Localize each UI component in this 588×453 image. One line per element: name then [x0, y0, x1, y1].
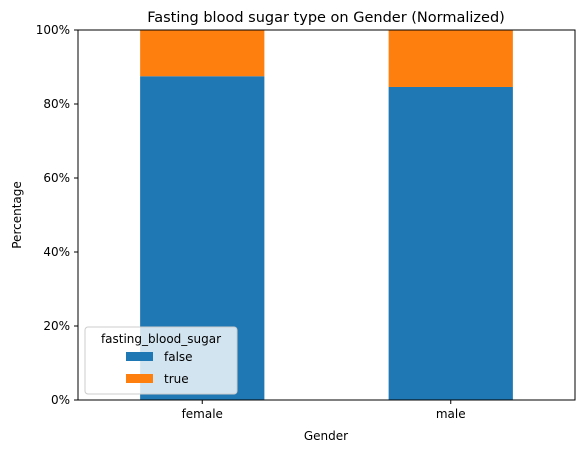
y-tick-label: 80%: [43, 97, 70, 111]
x-tick-label-male: male: [436, 407, 466, 421]
y-tick-label: 60%: [43, 171, 70, 185]
plot-frame: [77, 29, 576, 401]
bars-group: [140, 30, 513, 400]
bar-male-true: [388, 30, 513, 87]
legend: fasting_blood_sugar false true: [84, 326, 238, 395]
legend-box: [84, 326, 238, 395]
y-tick-label: 100%: [36, 23, 70, 37]
x-axis: female male: [182, 400, 466, 421]
bar-male-false: [388, 86, 513, 400]
legend-title: fasting_blood_sugar: [101, 332, 221, 346]
y-axis: 0% 20% 40% 60% 80% 100%: [36, 23, 78, 407]
y-tick-label: 0%: [51, 393, 70, 407]
legend-label-true: true: [164, 372, 189, 386]
legend-label-false: false: [164, 350, 193, 364]
y-tick-label: 40%: [43, 245, 70, 259]
legend-swatch-false: [126, 352, 153, 361]
bar-female-true: [140, 30, 265, 77]
y-axis-title: Percentage: [10, 181, 24, 249]
chart-title: Fasting blood sugar type on Gender (Norm…: [147, 10, 505, 26]
y-tick-label: 20%: [43, 319, 70, 333]
x-tick-label-female: female: [182, 407, 223, 421]
legend-swatch-true: [126, 374, 153, 383]
x-axis-title: Gender: [304, 429, 348, 443]
